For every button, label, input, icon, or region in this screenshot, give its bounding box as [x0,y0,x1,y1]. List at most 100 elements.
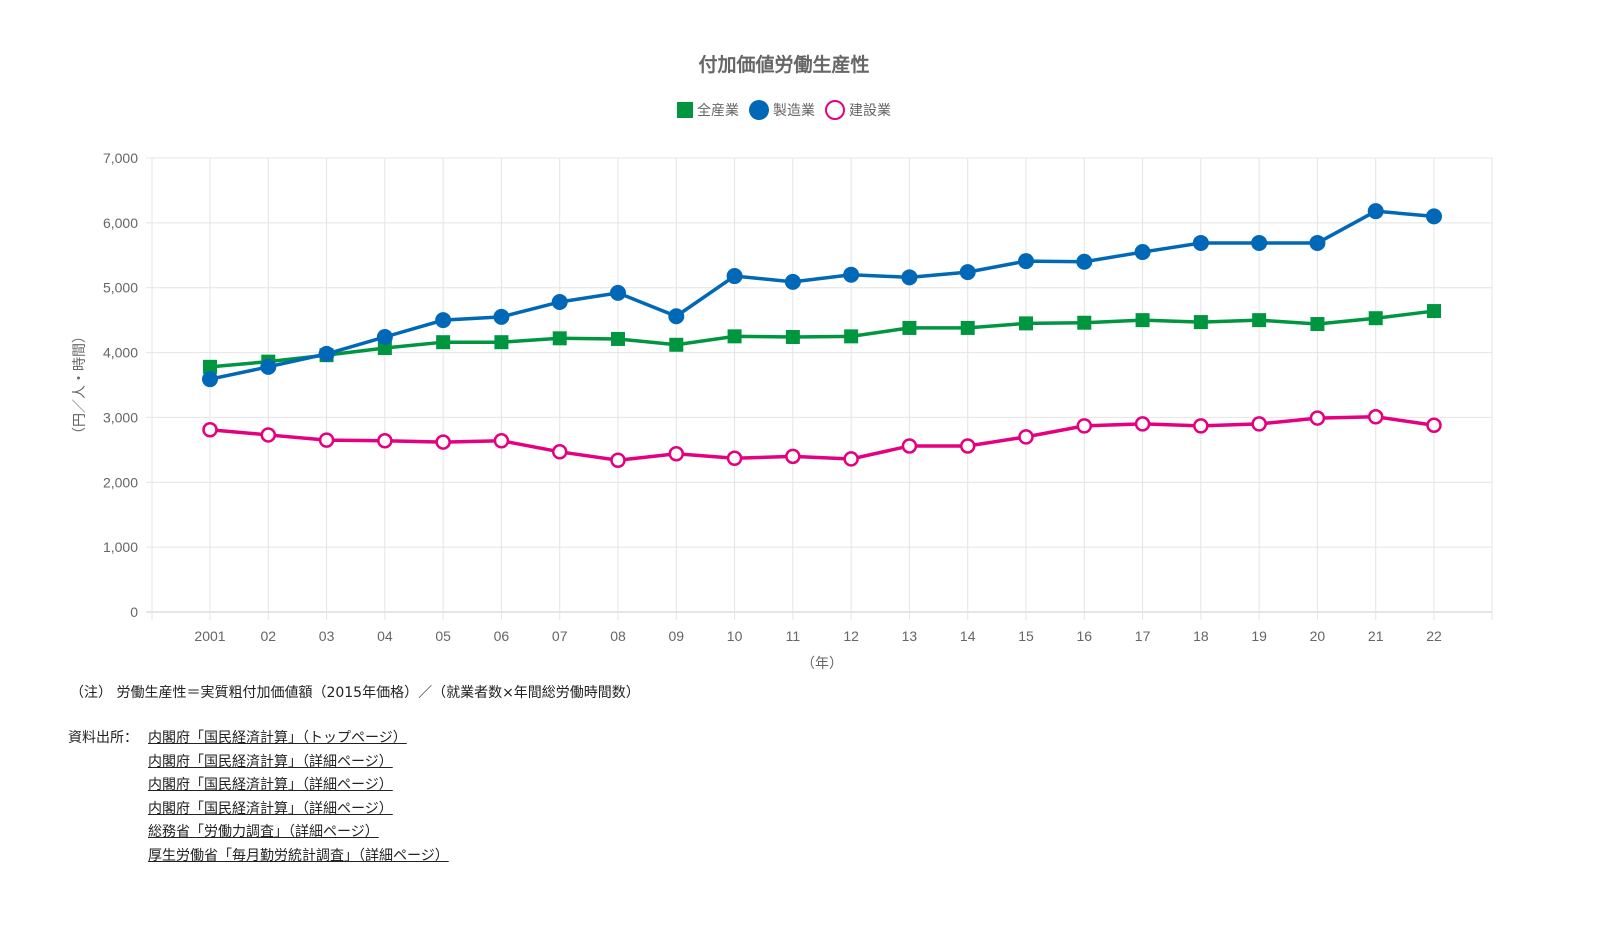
x-tick-label: 02 [260,628,276,644]
legend-item-construction[interactable]: 建設業 [825,100,891,120]
data-point-square [844,329,859,344]
square-marker-icon [677,102,693,118]
footnote: （注） 労働生産性＝実質粗付加価値額（2015年価格）／（就業者数×年間総労働時… [70,685,640,701]
data-point-open-circle [901,438,918,454]
data-point-square [611,331,625,346]
y-tick-label: 1,000 [103,539,138,555]
y-axis-title: （円／人・時間） [72,329,88,441]
x-tick-label: 14 [960,628,976,644]
data-point-open-circle [435,434,451,450]
data-point-square [1252,313,1267,328]
data-point-circle [959,264,976,281]
open-circle-marker-icon [825,100,845,120]
sources: 資料出所： 内閣府「国民経済計算」（トップページ） 内閣府「国民経済計算」（詳細… [68,727,449,868]
data-point-square [960,320,975,335]
x-tick-label: 19 [1251,628,1267,644]
series-line [209,309,1435,369]
legend-item-manufacturing[interactable]: 製造業 [749,100,815,120]
data-point-open-circle [318,432,335,448]
y-tick-label: 0 [130,604,138,620]
source-link[interactable]: 厚生労働省「毎月勤労統計調査」（詳細ページ） [148,847,449,864]
line-chart: 0 1,000 2,000 3,000 4,000 5,000 6,000 7,000 2001… [72,150,1493,672]
y-tick-label: 6,000 [103,215,138,231]
data-point-circle [376,329,393,346]
data-point-open-circle [1193,418,1209,434]
x-tick-label: 07 [552,628,568,644]
data-point-open-circle [493,433,510,449]
x-tick-label: 18 [1193,628,1209,644]
data-point-open-circle [260,427,277,443]
data-point-circle [1018,253,1034,270]
x-tick-label: 15 [1018,628,1034,644]
circle-marker-icon [749,100,769,120]
data-point-open-circle [1134,416,1151,432]
data-point-open-circle [1018,429,1034,445]
data-point-square [1077,315,1092,330]
data-point-open-circle [1251,416,1267,432]
data-point-circle [1192,234,1209,251]
data-point-square [727,329,742,344]
x-tick-label: 16 [1076,628,1092,644]
data-point-circle [843,266,860,283]
data-point-open-circle [668,445,685,462]
source-link[interactable]: 内閣府「国民経済計算」（詳細ページ） [148,753,393,770]
legend-item-all-industries[interactable]: 全産業 [677,100,739,120]
data-point-open-circle [843,451,859,467]
data-point-square [552,331,567,346]
x-tick-label: 11 [786,628,801,644]
data-point-circle [1251,234,1268,251]
data-point-open-circle [1076,418,1093,434]
data-point-square [203,359,217,374]
data-point-circle [551,293,568,310]
data-point-open-circle [377,433,393,449]
data-point-circle [493,308,510,325]
data-point-circle [1309,234,1326,251]
x-tick-label: 09 [668,628,684,644]
y-tick-label: 5,000 [103,280,138,296]
x-tick-label: 06 [494,628,510,644]
x-tick-label: 2001 [194,628,225,644]
data-point-square [436,335,451,350]
x-tick-label: 21 [1368,628,1384,644]
x-tick-label: 17 [1135,628,1151,644]
data-point-square [1368,311,1383,326]
data-point-circle [668,308,685,325]
source-link[interactable]: 内閣府「国民経済計算」（詳細ページ） [148,777,393,793]
data-point-circle [784,273,801,290]
data-point-circle [901,269,918,286]
y-tick-label: 2,000 [103,474,138,490]
source-link[interactable]: 内閣府「国民経済計算」（トップページ） [148,730,407,746]
x-axis-title: （年） [801,656,843,672]
data-point-square [1310,317,1325,332]
data-point-square [902,320,917,335]
x-tick-label: 22 [1426,628,1442,644]
source-link[interactable]: 総務省「労働力調査」（詳細ページ） [148,824,379,840]
data-point-open-circle [1367,409,1384,425]
data-point-square [785,330,800,345]
data-point-square [494,335,509,350]
source-link[interactable]: 内閣府「国民経済計算」（詳細ページ） [148,800,393,817]
legend-label: 製造業 [773,103,815,119]
y-tick-label: 7,000 [103,150,138,166]
x-tick-label: 03 [319,628,335,644]
y-tick-label: 4,000 [103,345,138,361]
x-tick-label: 05 [435,628,451,644]
x-tick-label: 13 [902,628,918,644]
y-tick-label: 3,000 [103,409,138,425]
data-point-circle [260,358,277,375]
data-point-circle [1426,208,1442,225]
data-point-open-circle [610,452,626,468]
sources-label: 資料出所： [68,730,138,746]
series-line [209,415,1435,462]
data-point-open-circle [202,422,218,438]
data-point-circle [435,312,452,329]
data-point-square [377,341,392,356]
x-tick-label: 20 [1310,628,1326,644]
x-tick-label: 08 [610,628,626,644]
data-point-square [1135,313,1150,328]
data-point-circle [610,284,626,301]
data-point-square [1019,316,1033,331]
data-point-circle [1367,203,1384,220]
data-point-circle [726,268,743,285]
